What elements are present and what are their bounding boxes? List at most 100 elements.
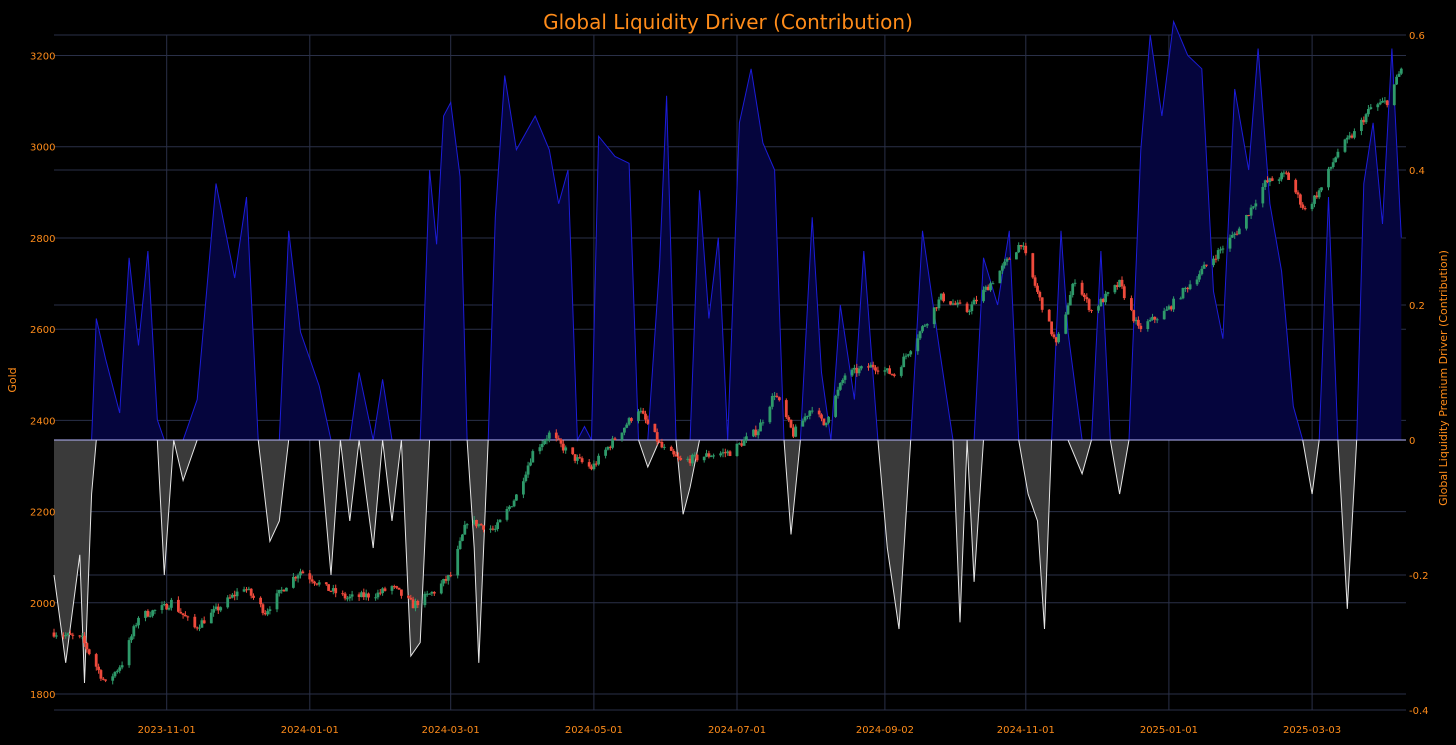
candle-down [655,432,659,442]
candle-up [1148,319,1152,322]
candle-up [693,454,697,456]
candle-down [792,427,795,437]
candle-up [127,640,131,666]
candle-down [672,450,676,455]
candle-down [1132,310,1136,322]
candle-up [1254,203,1258,207]
candle-up [522,481,525,495]
candle-up [292,576,295,588]
candle-down [432,592,436,594]
candle-up [1277,179,1281,181]
x-tick-label: 2024-09-02 [856,725,914,736]
candle-up [442,579,445,584]
candle-down [87,649,91,655]
candle-up [904,355,908,357]
candle-down [1303,208,1307,210]
candle-down [378,592,382,594]
candle-up [64,635,68,637]
candle-up [991,283,995,285]
candle-down [491,528,495,530]
candle-up [850,369,854,376]
candle-down [874,367,877,371]
right-tick-label: 0.2 [1409,301,1425,312]
candle-down [282,589,286,592]
candle-down [367,593,370,598]
candle-up [505,509,509,520]
candle-down [580,458,584,463]
candle-up [1073,282,1077,284]
candle-up [759,422,762,432]
candle-down [867,366,870,368]
candle-up [1399,68,1403,74]
candle-down [249,588,253,596]
candle-up [801,420,805,427]
candle-up [937,299,941,309]
positive-contribution-area [54,19,1402,442]
candle-down [608,446,612,448]
candle-up [836,389,840,396]
candle-up [1162,310,1166,320]
candle-down [1294,179,1298,193]
candle-up [1000,265,1004,271]
candle-up [526,465,530,475]
candle-up [1280,173,1283,180]
candle-down [695,454,699,461]
candle-down [101,678,105,680]
candle-up [198,627,201,629]
candle-up [705,453,708,457]
candle-up [1155,319,1159,321]
left-tick-label: 2800 [30,234,55,245]
candle-up [1003,261,1006,266]
candle-down [890,373,894,375]
candle-down [1115,285,1119,287]
candle-up [296,575,300,579]
candle-down [357,594,361,597]
candle-up [1099,299,1103,307]
candle-down [587,462,591,467]
candle-down [822,418,826,426]
candle-up [1230,235,1234,238]
candle-up [134,625,138,627]
candle-down [1083,294,1086,298]
candle-up [902,356,906,368]
candle-down [1007,258,1011,260]
x-tick-label: 2024-07-01 [708,725,766,736]
candle-down [578,457,582,459]
candle-up [1066,305,1070,315]
candle-up [604,449,607,456]
candle-up [512,500,516,507]
candle-up [458,540,462,549]
candle-down [679,458,683,460]
candle-up [712,455,715,457]
candle-up [531,451,535,463]
candle-down [179,611,183,614]
candle-up [515,494,518,501]
candle-down [146,610,150,617]
candle-up [1395,76,1398,85]
candle-up [162,604,166,605]
candle-down [310,579,314,582]
candle-up [1329,166,1333,169]
candle-down [688,458,692,464]
negative-area-fill [54,440,1402,683]
candle-up [496,522,499,529]
candle-down [252,595,255,598]
candle-down [935,307,938,309]
candle-up [1005,258,1009,262]
candle-up [1263,180,1267,187]
candle-up [1167,306,1171,310]
candle-up [885,368,889,371]
candle-down [1033,277,1037,286]
candle-up [498,519,502,523]
candle-down [775,395,779,398]
candle-up [212,609,215,613]
candle-down [660,442,664,448]
candle-down [986,286,990,291]
candle-up [1216,250,1220,259]
candle-up [439,583,443,594]
candle-up [1106,292,1110,294]
candle-up [120,665,124,668]
candle-up [200,620,204,628]
x-tick-label: 2025-03-03 [1283,725,1341,736]
